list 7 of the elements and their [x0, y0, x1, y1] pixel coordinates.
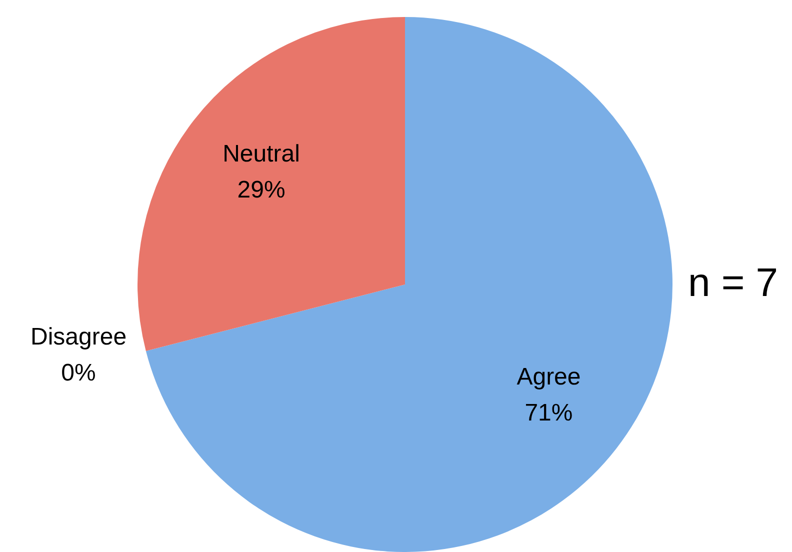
data-label: 71% [524, 400, 573, 427]
category-label: Disagree [30, 324, 127, 351]
text: n = 7 [688, 261, 778, 306]
slice-label: Agree [516, 364, 581, 391]
slice-label: Neutral [222, 140, 300, 168]
data-label: 29% [237, 176, 286, 204]
text: 0% [61, 360, 96, 387]
